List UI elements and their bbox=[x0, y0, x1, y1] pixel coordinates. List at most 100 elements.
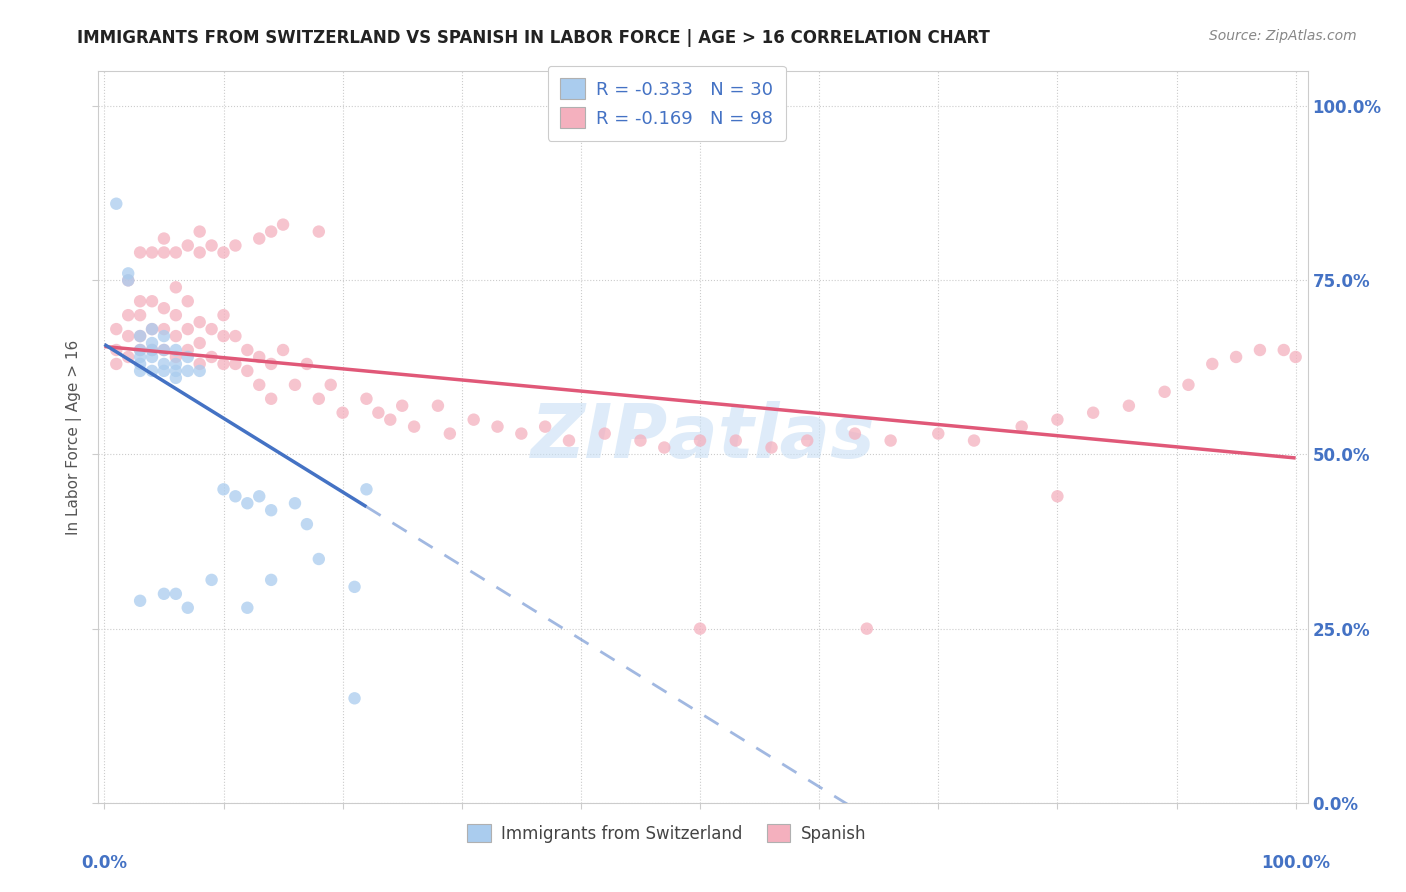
Point bbox=[117, 350, 139, 364]
Point bbox=[247, 377, 270, 392]
Point bbox=[129, 294, 152, 309]
Point bbox=[391, 399, 413, 413]
Point bbox=[236, 364, 259, 378]
Text: IMMIGRANTS FROM SWITZERLAND VS SPANISH IN LABOR FORCE | AGE > 16 CORRELATION CHA: IMMIGRANTS FROM SWITZERLAND VS SPANISH I… bbox=[77, 29, 990, 46]
Point bbox=[271, 343, 294, 357]
Point bbox=[212, 245, 235, 260]
Point bbox=[188, 364, 211, 378]
Point bbox=[141, 294, 163, 309]
Point bbox=[534, 419, 557, 434]
Point bbox=[153, 364, 176, 378]
Point bbox=[426, 399, 449, 413]
Point bbox=[129, 357, 152, 371]
Point bbox=[129, 245, 152, 260]
Point bbox=[295, 357, 318, 371]
Point bbox=[380, 412, 402, 426]
Point bbox=[1201, 357, 1223, 371]
Point bbox=[343, 691, 366, 706]
Point bbox=[761, 441, 783, 455]
Point bbox=[510, 426, 533, 441]
Point bbox=[153, 245, 176, 260]
Point bbox=[486, 419, 509, 434]
Point bbox=[165, 280, 187, 294]
Point bbox=[200, 238, 222, 252]
Text: 100.0%: 100.0% bbox=[1261, 854, 1330, 872]
Point bbox=[404, 419, 426, 434]
Point bbox=[260, 573, 283, 587]
Point bbox=[129, 364, 152, 378]
Point bbox=[129, 329, 152, 343]
Point bbox=[153, 357, 176, 371]
Point bbox=[1046, 412, 1069, 426]
Point bbox=[105, 196, 128, 211]
Legend: Immigrants from Switzerland, Spanish: Immigrants from Switzerland, Spanish bbox=[461, 818, 873, 849]
Point bbox=[165, 329, 187, 343]
Point bbox=[332, 406, 354, 420]
Point bbox=[141, 343, 163, 357]
Point bbox=[308, 552, 330, 566]
Point bbox=[105, 357, 128, 371]
Point bbox=[117, 266, 139, 280]
Point bbox=[177, 322, 200, 336]
Point bbox=[200, 322, 222, 336]
Point bbox=[1177, 377, 1199, 392]
Point bbox=[236, 343, 259, 357]
Point bbox=[129, 308, 152, 322]
Point bbox=[129, 343, 152, 357]
Point bbox=[153, 322, 176, 336]
Point bbox=[177, 294, 200, 309]
Point bbox=[260, 392, 283, 406]
Point bbox=[212, 357, 235, 371]
Point bbox=[558, 434, 581, 448]
Point bbox=[141, 343, 163, 357]
Point bbox=[367, 406, 389, 420]
Point bbox=[165, 364, 187, 378]
Point bbox=[1225, 350, 1247, 364]
Point bbox=[224, 357, 246, 371]
Point bbox=[212, 329, 235, 343]
Point bbox=[165, 371, 187, 385]
Point bbox=[1153, 384, 1175, 399]
Point bbox=[247, 350, 270, 364]
Point bbox=[141, 322, 163, 336]
Point bbox=[689, 434, 711, 448]
Point bbox=[129, 594, 152, 608]
Point bbox=[177, 238, 200, 252]
Point bbox=[153, 329, 176, 343]
Point bbox=[236, 600, 259, 615]
Point bbox=[129, 329, 152, 343]
Point bbox=[689, 622, 711, 636]
Point bbox=[105, 322, 128, 336]
Point bbox=[284, 496, 307, 510]
Point bbox=[188, 225, 211, 239]
Point bbox=[129, 350, 152, 364]
Point bbox=[844, 426, 866, 441]
Point bbox=[224, 329, 246, 343]
Point bbox=[247, 489, 270, 503]
Point bbox=[212, 483, 235, 497]
Point bbox=[117, 273, 139, 287]
Point bbox=[153, 343, 176, 357]
Point bbox=[188, 336, 211, 351]
Point bbox=[212, 308, 235, 322]
Point bbox=[117, 308, 139, 322]
Point bbox=[271, 218, 294, 232]
Text: Source: ZipAtlas.com: Source: ZipAtlas.com bbox=[1209, 29, 1357, 43]
Point bbox=[165, 245, 187, 260]
Point bbox=[260, 503, 283, 517]
Point bbox=[247, 231, 270, 245]
Point bbox=[224, 238, 246, 252]
Point bbox=[856, 622, 879, 636]
Text: ZIP​atlas: ZIP​atlas bbox=[530, 401, 876, 474]
Point bbox=[141, 245, 163, 260]
Point bbox=[141, 336, 163, 351]
Point bbox=[117, 273, 139, 287]
Point bbox=[165, 343, 187, 357]
Point bbox=[177, 364, 200, 378]
Point bbox=[593, 426, 616, 441]
Point bbox=[165, 357, 187, 371]
Point bbox=[141, 350, 163, 364]
Point bbox=[652, 441, 675, 455]
Y-axis label: In Labor Force | Age > 16: In Labor Force | Age > 16 bbox=[66, 340, 82, 534]
Point bbox=[724, 434, 747, 448]
